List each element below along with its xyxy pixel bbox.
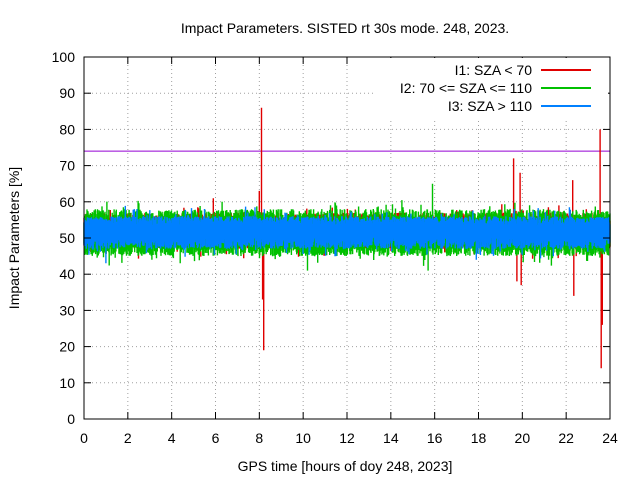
y-tick-label: 100 [52,49,76,65]
legend-label-i2: I2: 70 <= SZA <= 110 [400,80,532,96]
y-tick-label: 20 [59,339,75,355]
y-tick-label: 30 [59,302,75,318]
x-tick-label: 18 [471,430,487,446]
y-tick-label: 50 [59,230,75,246]
y-tick-label: 90 [59,85,75,101]
y-axis-label: Impact Parameters [%] [6,167,22,309]
x-tick-label: 2 [124,430,132,446]
y-tick-label: 70 [59,158,75,174]
y-tick-label: 40 [59,266,75,282]
x-tick-label: 12 [339,430,355,446]
x-tick-label: 14 [383,430,399,446]
y-tick-label: 60 [59,194,75,210]
legend-label-i3: I3: SZA > 110 [448,98,532,114]
x-tick-label: 22 [558,430,574,446]
chart-title: Impact Parameters. SISTED rt 30s mode. 2… [181,20,509,36]
x-axis-label: GPS time [hours of doy 248, 2023] [238,458,453,474]
x-tick-label: 10 [295,430,311,446]
x-tick-label: 16 [427,430,443,446]
legend-label-i1: I1: SZA < 70 [455,62,533,78]
x-tick-label: 0 [80,430,88,446]
x-tick-label: 4 [168,430,176,446]
x-tick-label: 20 [515,430,531,446]
x-tick-label: 6 [212,430,220,446]
x-tick-label: 8 [255,430,263,446]
x-tick-label: 24 [602,430,618,446]
legend: I1: SZA < 70 I2: 70 <= SZA <= 110 I3: SZ… [376,58,608,120]
y-tick-label: 10 [59,375,75,391]
y-tick-label: 0 [67,411,75,427]
y-tick-label: 80 [59,121,75,137]
